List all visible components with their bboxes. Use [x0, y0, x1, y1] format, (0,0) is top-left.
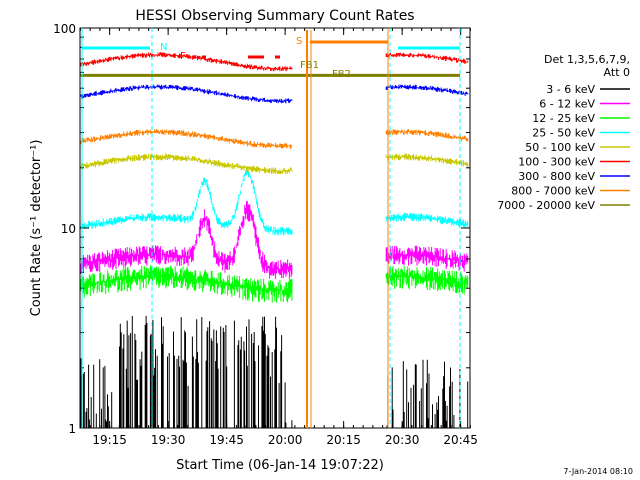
x-tick-label: 20:15: [326, 433, 361, 447]
y-tick-label: 100: [53, 22, 76, 36]
series-trace: [385, 52, 469, 64]
series-trace: [385, 245, 469, 272]
series-trace: [385, 153, 469, 167]
series-trace: [79, 168, 293, 236]
series-trace: [385, 84, 469, 96]
x-axis-label: Start Time (06-Jan-14 19:07:22): [176, 458, 384, 473]
flag-label-fb2: FB2: [332, 69, 351, 80]
series-trace: [385, 129, 469, 142]
series-trace: [386, 359, 469, 428]
series-3-6-kev: [79, 315, 469, 428]
flag-label-f: F: [180, 51, 186, 62]
series-trace: [79, 84, 293, 104]
y-tick-label: 10: [61, 222, 76, 236]
y-tick-label: 1: [68, 422, 76, 436]
legend-label: 7000 - 20000 keV: [497, 199, 595, 212]
series-trace: [79, 153, 293, 175]
flag-label-s: S: [296, 36, 302, 47]
series-6-12-kev: [79, 200, 469, 279]
legend-label: 50 - 100 keV: [525, 141, 595, 154]
legend-label: 300 - 800 keV: [518, 170, 595, 183]
series-trace: [385, 212, 469, 228]
timestamp: 7-Jan-2014 08:10: [563, 467, 633, 476]
x-tick-label: 20:00: [268, 433, 303, 447]
x-tick-label: 20:30: [385, 433, 420, 447]
legend-header-line-2: Att 0: [604, 66, 630, 79]
x-tick-label: 20:45: [443, 433, 478, 447]
flag-label-n: N: [160, 42, 167, 53]
series-100-300-kev: [79, 52, 469, 72]
legend-label: 3 - 6 keV: [546, 83, 595, 96]
x-tick-label: 19:30: [151, 433, 186, 447]
series-trace: [79, 52, 293, 72]
legend-header-line-1: Det 1,3,5,6,7,9,: [544, 53, 630, 66]
legend-label: 12 - 25 keV: [532, 112, 595, 125]
series-300-800-kev: [79, 84, 469, 104]
series-50-100-kev: [79, 153, 469, 175]
x-tick-label: 19:45: [209, 433, 244, 447]
series-25-50-kev: [79, 168, 469, 236]
y-axis-label: Count Rate (s⁻¹ detector⁻¹): [29, 140, 44, 317]
series-800-7000-kev: [79, 129, 469, 149]
series-trace: [79, 200, 293, 279]
series-trace: [79, 129, 293, 149]
x-tick-label: 19:15: [92, 433, 127, 447]
legend-label: 100 - 300 keV: [518, 156, 595, 169]
legend-label: 25 - 50 keV: [532, 127, 595, 140]
series-trace: [79, 315, 293, 428]
flag-label-fb1: FB1: [300, 60, 319, 71]
chart-title: HESSI Observing Summary Count Rates: [135, 8, 414, 24]
series-trace: [79, 265, 293, 303]
legend-label: 800 - 7000 keV: [511, 185, 595, 198]
series-trace: [385, 265, 469, 295]
legend-label: 6 - 12 keV: [539, 98, 595, 111]
